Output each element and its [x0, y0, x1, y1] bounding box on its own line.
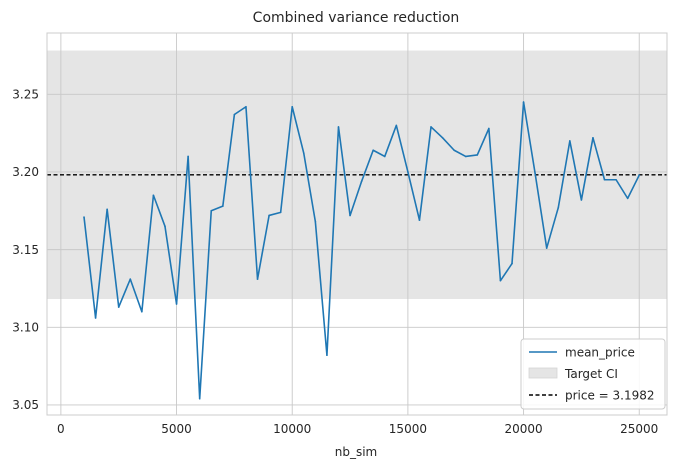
data-point	[279, 211, 282, 214]
data-point	[302, 152, 305, 155]
data-point	[464, 155, 467, 158]
series-layer	[83, 101, 641, 400]
y-tick-label: 3.10	[12, 320, 39, 334]
legend-label-price: price = 3.1982	[565, 389, 655, 403]
data-point	[488, 127, 490, 130]
data-point	[175, 303, 178, 305]
y-tick-label: 3.05	[12, 398, 39, 412]
data-point	[222, 205, 224, 207]
data-point	[291, 105, 294, 108]
data-point	[164, 225, 166, 228]
x-tick-label: 25000	[620, 422, 658, 436]
y-tick-label: 3.20	[12, 165, 39, 179]
data-point	[441, 137, 444, 139]
data-point	[187, 155, 189, 158]
x-tick-label: 20000	[504, 422, 542, 436]
data-point	[430, 126, 432, 128]
data-point	[268, 214, 270, 217]
x-tick-label: 5000	[161, 422, 192, 436]
data-point	[418, 219, 421, 221]
data-point	[372, 149, 374, 152]
legend-label-mean-price: mean_price	[565, 346, 635, 360]
legend-label-target-ci: Target CI	[564, 367, 618, 381]
x-tick-label: 10000	[273, 422, 311, 436]
data-point	[83, 216, 85, 218]
data-point	[395, 124, 398, 127]
data-point	[499, 279, 502, 282]
data-point	[106, 208, 108, 211]
data-point	[152, 194, 155, 197]
data-point	[314, 220, 317, 223]
data-point	[557, 206, 560, 209]
y-tick-labels: 3.05 3.10 3.15 3.20 3.25	[12, 88, 39, 413]
data-point	[326, 354, 328, 357]
data-point	[94, 317, 97, 319]
x-tick-label: 0	[57, 422, 65, 436]
chart-title: Combined variance reduction	[253, 10, 460, 26]
data-point	[638, 174, 641, 176]
data-point	[233, 113, 236, 116]
data-point	[534, 172, 536, 175]
data-point	[245, 105, 247, 108]
data-point	[407, 171, 409, 173]
data-point	[360, 180, 363, 183]
y-tick-label: 3.25	[12, 88, 39, 102]
plot-frame	[46, 32, 668, 416]
data-point	[141, 310, 143, 313]
data-point	[580, 199, 583, 201]
x-axis-label: nb_sim	[335, 445, 378, 459]
data-point	[453, 149, 455, 152]
data-point	[129, 278, 132, 280]
data-point	[603, 178, 606, 181]
data-point	[117, 306, 120, 308]
legend-swatch-target-ci	[528, 367, 558, 379]
y-tick-label: 3.15	[12, 243, 39, 257]
data-point	[511, 262, 513, 265]
data-point	[210, 210, 213, 212]
data-point	[569, 140, 571, 142]
data-point	[476, 154, 479, 156]
x-tick-labels: 0 5000 10000 15000 20000 25000	[57, 422, 658, 436]
plot-area	[46, 32, 668, 416]
legend: mean_price Target CI price = 3.1982	[520, 338, 666, 410]
data-point	[615, 178, 617, 181]
data-point	[522, 101, 525, 103]
legend-frame	[520, 338, 666, 410]
data-point	[198, 397, 201, 400]
data-point	[337, 126, 340, 128]
data-point	[545, 247, 548, 249]
data-point	[592, 137, 594, 139]
data-point	[349, 214, 351, 217]
data-point	[626, 197, 629, 200]
data-point	[256, 278, 259, 280]
data-point	[383, 155, 386, 158]
x-tick-label: 15000	[389, 422, 427, 436]
